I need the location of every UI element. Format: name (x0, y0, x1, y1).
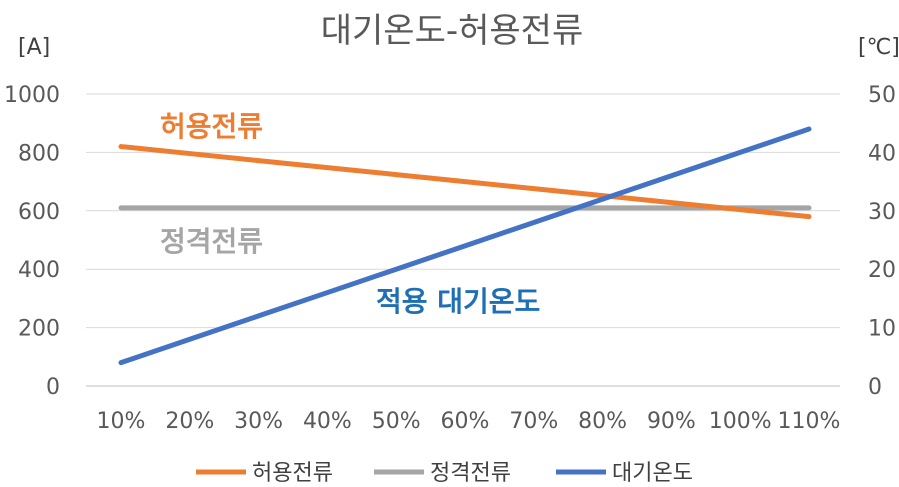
right-tick-label: 0 (868, 375, 882, 400)
x-tick-label: 20% (165, 409, 214, 434)
left-tick-label: 800 (18, 141, 60, 166)
series-line-allowable-current (118, 144, 812, 220)
right-tick-label: 50 (868, 83, 896, 108)
right-tick-label: 40 (868, 141, 896, 166)
annotation-rated-current: 정격전류 (160, 225, 263, 258)
right-axis-unit: [℃] (858, 35, 899, 60)
x-tick-label: 10% (97, 409, 146, 434)
right-tick-label: 20 (868, 258, 896, 283)
legend-label-ambient-temperature: 대기온도 (612, 461, 693, 486)
x-tick-label: 50% (372, 409, 421, 434)
x-tick-label: 110% (778, 409, 841, 434)
right-tick-label: 30 (868, 200, 896, 225)
left-tick-label: 600 (18, 200, 60, 225)
legend-label-allowable-current: 허용전류 (252, 461, 333, 486)
right-tick-label: 10 (868, 317, 896, 342)
left-tick-label: 200 (18, 317, 60, 342)
x-axis-ticks: 10% 20% 30% 40% 50% 60% 70% 80% 90% 100% 110% (97, 409, 841, 434)
x-tick-label: 90% (647, 409, 696, 434)
x-tick-label: 100% (709, 409, 772, 434)
series-lines (118, 126, 812, 366)
x-tick-label: 80% (578, 409, 627, 434)
left-tick-label: 0 (46, 375, 60, 400)
legend-label-rated-current: 정격전류 (430, 461, 511, 486)
legend: 허용전류 정격전류 대기온도 (196, 461, 693, 486)
chart-title: 대기온도-허용전류 (321, 11, 584, 51)
x-tick-label: 40% (303, 409, 352, 434)
left-tick-label: 1000 (4, 83, 60, 108)
left-axis-ticks: 0 200 400 600 800 1000 (4, 83, 60, 400)
x-tick-label: 30% (234, 409, 283, 434)
gridlines (86, 93, 840, 387)
x-tick-label: 70% (509, 409, 558, 434)
left-axis-unit: [A] (18, 35, 50, 60)
annotation-ambient-temperature: 적용 대기온도 (376, 285, 540, 318)
left-tick-label: 400 (18, 258, 60, 283)
right-axis-ticks: 0 10 20 30 40 50 (868, 83, 896, 400)
series-line-ambient-temperature (118, 126, 812, 366)
annotation-allowable-current: 허용전류 (160, 110, 263, 143)
x-tick-label: 60% (441, 409, 490, 434)
